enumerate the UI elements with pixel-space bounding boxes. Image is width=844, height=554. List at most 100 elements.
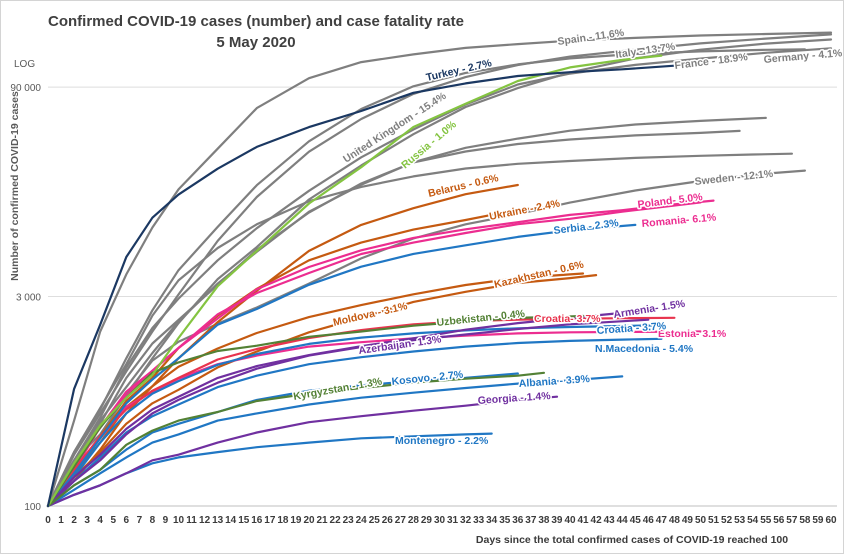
- series-line-spain: [46, 31, 833, 508]
- series-label-moldova: Moldova - 3.1%: [332, 300, 409, 329]
- series-line-unlabeled-gray-3: [46, 129, 741, 508]
- x-tick-label-1: 1: [58, 515, 64, 526]
- x-tick-label-31: 31: [447, 515, 459, 526]
- x-tick-label-57: 57: [786, 515, 798, 526]
- x-tick-label-37: 37: [525, 515, 537, 526]
- x-tick-label-4: 4: [97, 515, 103, 526]
- series-line-belarus: [46, 183, 519, 508]
- series-line-turkey: [46, 64, 676, 508]
- x-tick-label-36: 36: [512, 515, 524, 526]
- x-tick-label-50: 50: [695, 515, 707, 526]
- y-tick-label: 90 000: [10, 83, 41, 94]
- x-tick-label-21: 21: [316, 515, 328, 526]
- x-tick-label-20: 20: [303, 515, 315, 526]
- series-line-serbia: [46, 223, 637, 508]
- series-label-montenegro: Montenegro - 2.2%: [395, 435, 489, 447]
- x-tick-label-9: 9: [163, 515, 169, 526]
- x-tick-label-52: 52: [721, 515, 733, 526]
- x-tick-label-15: 15: [238, 515, 250, 526]
- x-tick-label-2: 2: [71, 515, 77, 526]
- series-line-azerbaijan: [46, 318, 650, 508]
- x-tick-label-56: 56: [773, 515, 785, 526]
- series-line-n-macedonia: [46, 337, 663, 508]
- x-tick-label-11: 11: [186, 515, 197, 526]
- x-tick-label-47: 47: [656, 515, 668, 526]
- x-tick-label-53: 53: [734, 515, 746, 526]
- series-line-kyrgyzstan: [46, 371, 546, 508]
- series-label-united-kingdom: United Kingdom - 15.4%: [341, 90, 449, 166]
- x-tick-label-13: 13: [212, 515, 224, 526]
- x-tick-label-48: 48: [669, 515, 681, 526]
- y-axis-title: Number of confirmed COVID-19 cases: [9, 91, 21, 281]
- x-tick-label-26: 26: [382, 515, 394, 526]
- series-line-france: [46, 47, 833, 508]
- x-tick-label-54: 54: [747, 515, 759, 526]
- x-tick-label-42: 42: [591, 515, 603, 526]
- series-line-kazakhstan: [46, 274, 598, 508]
- x-tick-label-46: 46: [643, 515, 655, 526]
- series-line-armenia: [46, 311, 624, 508]
- series-label-albania: Albania - 3.9%: [518, 373, 591, 390]
- series-label-n-macedonia: N.Macedonia - 5.4%: [595, 343, 694, 355]
- series-line-poland: [46, 199, 715, 508]
- series-label-ukraine: Ukraine - 2.4%: [488, 197, 561, 223]
- chart-subtitle: 5 May 2020: [216, 34, 296, 51]
- x-tick-label-12: 12: [199, 515, 211, 526]
- series-label-croatia: Croatia- 3.7%: [534, 313, 601, 325]
- chart-title: Confirmed COVID-19 cases (number) and ca…: [48, 13, 464, 30]
- chart-title-block: Confirmed COVID-19 cases (number) and ca…: [41, 11, 471, 53]
- x-tick-label-58: 58: [799, 515, 811, 526]
- x-tick-label-0: 0: [45, 515, 51, 526]
- series-label-romania: Romania- 6.1%: [641, 211, 717, 230]
- x-tick-label-30: 30: [434, 515, 446, 526]
- x-tick-label-59: 59: [812, 515, 824, 526]
- x-tick-label-17: 17: [264, 515, 276, 526]
- series-line-germany: [46, 48, 807, 508]
- x-tick-label-6: 6: [124, 515, 130, 526]
- x-tick-label-3: 3: [84, 515, 90, 526]
- x-tick-label-10: 10: [173, 515, 185, 526]
- x-tick-label-49: 49: [682, 515, 694, 526]
- x-tick-label-27: 27: [395, 515, 407, 526]
- y-tick-label: 3 000: [16, 293, 41, 304]
- series-line-albania: [46, 375, 624, 508]
- series-label-kosovo: Kosovo - 2.7%: [391, 368, 464, 388]
- x-tick-label-14: 14: [225, 515, 237, 526]
- series-line-georgia: [46, 395, 559, 508]
- y-tick-label: 100: [24, 502, 41, 513]
- series-line-italy: [46, 33, 833, 508]
- series-line-unlabeled-gray-1: [46, 152, 794, 508]
- x-tick-label-22: 22: [330, 515, 342, 526]
- series-line-croatia: [46, 316, 676, 508]
- x-tick-label-8: 8: [150, 515, 156, 526]
- series-label-georgia: Georgia - 1.4%: [477, 390, 551, 407]
- x-tick-label-39: 39: [551, 515, 563, 526]
- x-tick-label-44: 44: [617, 515, 629, 526]
- x-tick-label-29: 29: [421, 515, 433, 526]
- x-tick-label-60: 60: [825, 515, 837, 526]
- x-tick-label-38: 38: [538, 515, 550, 526]
- series-label-estonia: Estonia- 3.1%: [658, 328, 727, 340]
- x-tick-label-32: 32: [460, 515, 472, 526]
- x-tick-label-35: 35: [499, 515, 511, 526]
- series-label-uzbekistan: Uzbekistan - 0.4%: [436, 308, 526, 329]
- x-tick-label-5: 5: [110, 515, 116, 526]
- y-scale-log-label: LOG: [14, 59, 35, 70]
- x-tick-label-45: 45: [630, 515, 642, 526]
- x-tick-label-24: 24: [356, 515, 368, 526]
- x-axis-title: Days since the total confirmed cases of …: [476, 534, 788, 546]
- x-tick-label-18: 18: [277, 515, 289, 526]
- x-tick-label-7: 7: [137, 515, 143, 526]
- series-label-kyrgyzstan: Kyrgyzstan - 1.3%: [292, 375, 383, 403]
- series-label-france: France - 18.9%: [674, 51, 749, 72]
- x-tick-label-51: 51: [708, 515, 720, 526]
- x-tick-label-19: 19: [290, 515, 302, 526]
- x-tick-label-41: 41: [577, 515, 589, 526]
- x-tick-label-25: 25: [369, 515, 381, 526]
- x-tick-label-43: 43: [604, 515, 616, 526]
- series-label-spain: Spain - 11,6%: [557, 27, 626, 48]
- x-tick-label-40: 40: [564, 515, 576, 526]
- x-tick-label-55: 55: [760, 515, 772, 526]
